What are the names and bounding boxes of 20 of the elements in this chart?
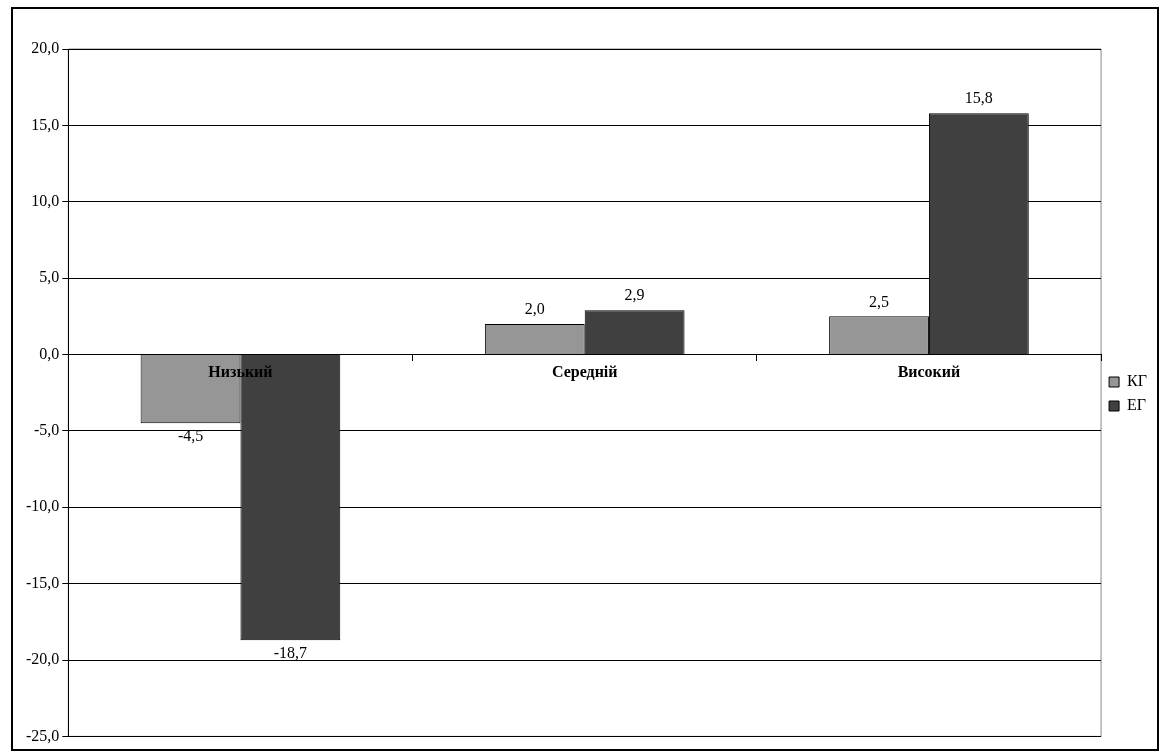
data-label: 15,8 bbox=[964, 89, 993, 107]
y-tick-label: 10,0 bbox=[31, 191, 60, 209]
legend-label: ЕГ bbox=[1127, 396, 1147, 414]
y-tick-label: 5,0 bbox=[39, 268, 60, 286]
y-tick-label: -20,0 bbox=[26, 650, 60, 668]
data-label: 2,9 bbox=[624, 286, 645, 304]
x-tick-label: Середній bbox=[551, 362, 618, 381]
x-tick-label: Низький bbox=[208, 362, 273, 380]
y-tick-label: -5,0 bbox=[34, 421, 60, 439]
data-label: 2,0 bbox=[524, 300, 545, 318]
y-tick-label: 0,0 bbox=[39, 344, 60, 362]
y-tick-label: -15,0 bbox=[26, 573, 60, 591]
y-tick-label: -25,0 bbox=[26, 726, 60, 744]
x-tick-label: Високий bbox=[897, 362, 961, 380]
y-tick-label: 20,0 bbox=[31, 39, 60, 57]
y-tick-label: 15,0 bbox=[31, 115, 60, 133]
data-label: -18,7 bbox=[273, 644, 308, 662]
y-tick-label: -10,0 bbox=[26, 497, 60, 515]
legend-label: КГ bbox=[1127, 372, 1147, 390]
data-label: 2,5 bbox=[869, 292, 890, 310]
